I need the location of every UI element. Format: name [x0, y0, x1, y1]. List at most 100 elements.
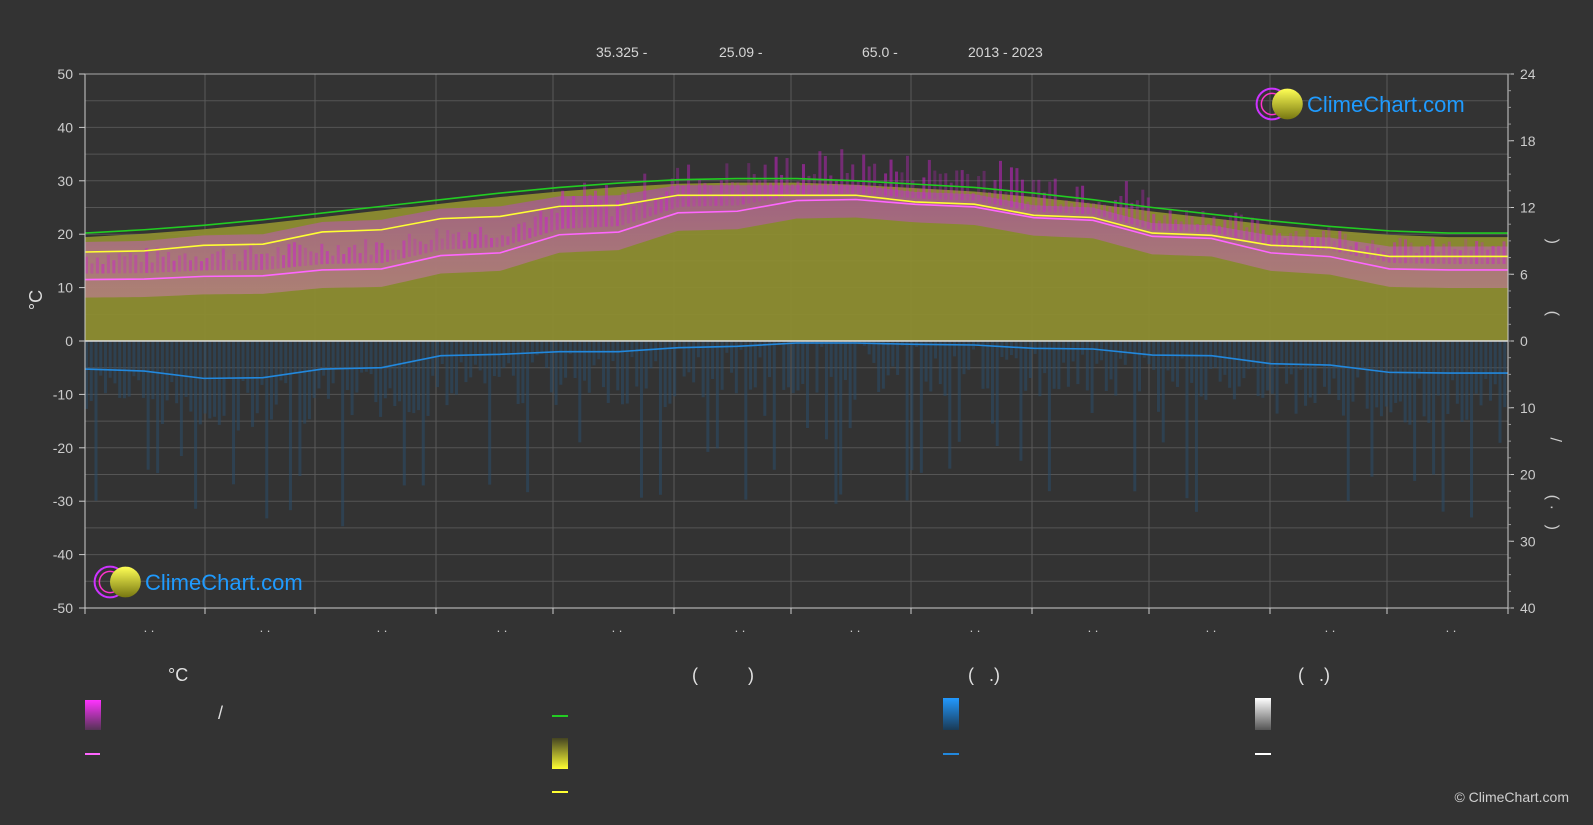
temperature-spike — [1119, 195, 1123, 222]
precipitation-bar — [981, 341, 985, 389]
precipitation-bar — [995, 341, 999, 447]
precipitation-bar — [1237, 341, 1241, 387]
precipitation-bar — [184, 341, 188, 397]
precipitation-bar — [791, 341, 795, 394]
month-label: . . — [735, 620, 746, 635]
temperature-spike — [676, 167, 680, 208]
temperature-spike — [626, 189, 630, 224]
temperature-spike — [1338, 230, 1342, 253]
temperature-spike — [823, 156, 827, 195]
precipitation-bar — [478, 341, 482, 371]
temperature-spike — [1102, 204, 1106, 218]
temperature-spike — [572, 196, 576, 229]
header-longitude: 25.09 - — [719, 44, 763, 60]
precipitation-bar — [625, 341, 629, 404]
precipitation-bar — [303, 341, 307, 424]
precipitation-bar — [227, 341, 231, 379]
precipitation-bar — [824, 341, 828, 440]
precipitation-bar — [1441, 341, 1445, 512]
temperature-spike — [429, 239, 433, 253]
temperature-spike — [440, 238, 444, 250]
temperature-spike — [112, 260, 116, 274]
month-label: . . — [1325, 620, 1336, 635]
temperature-spike — [473, 234, 477, 249]
chart-axes: 50 40 30 20 10 0 -10 -20 -30 -40 -50 °C 24 18 12 6 0 10 20… — [26, 66, 1566, 635]
precipitation-bar — [217, 341, 221, 425]
month-label: . . — [612, 620, 623, 635]
temperature-spike — [791, 184, 795, 196]
temperature-spike — [982, 170, 986, 203]
legend-temp-range-swatch — [85, 700, 101, 730]
temperature-spike — [960, 170, 964, 201]
temperature-spike — [287, 243, 291, 268]
precipitation-bar — [165, 341, 169, 401]
precipitation-bar — [464, 341, 468, 383]
temperature-spike — [391, 249, 395, 261]
precipitation-bar — [1000, 341, 1004, 358]
header-years: 2013 - 2023 — [968, 44, 1043, 60]
temperature-spike — [659, 195, 663, 213]
temperature-spike — [1414, 253, 1418, 264]
precipitation-bar — [246, 341, 250, 393]
temperature-spike — [1217, 225, 1221, 235]
temperature-spike — [1223, 219, 1227, 236]
temperature-spike — [303, 247, 307, 266]
temperature-spike — [500, 235, 504, 247]
precipitation-bar — [1370, 341, 1374, 477]
temperature-spike — [232, 254, 236, 271]
precipitation-bar — [1109, 341, 1113, 380]
temperature-spike — [714, 195, 718, 206]
precipitation-bar — [720, 341, 724, 390]
temperature-spike — [1190, 216, 1194, 232]
precipitation-bar — [1413, 341, 1417, 481]
precipitation-bar — [232, 341, 236, 485]
precipitation-bar — [763, 341, 767, 416]
precipitation-bar — [417, 341, 421, 411]
precipitation-bar — [1156, 341, 1160, 412]
precipitation-bar — [820, 341, 824, 347]
temperature-spike — [1321, 230, 1325, 251]
precipitation-bar — [345, 341, 349, 391]
precipitation-bar — [1090, 341, 1094, 413]
temperature-spike — [1272, 228, 1276, 248]
precipitation-bar — [1119, 341, 1123, 359]
temperature-spike — [670, 178, 674, 210]
legend-sunshine-swatch — [552, 738, 568, 769]
temperature-spike — [1316, 237, 1320, 250]
temperature-spike — [1157, 220, 1161, 231]
precipitation-bar — [943, 341, 947, 396]
left-tick-label: 40 — [57, 119, 73, 135]
series-line-daylight — [84, 177, 1508, 234]
temperature-spike — [687, 164, 691, 207]
precipitation-bar — [521, 341, 525, 404]
precipitation-bar — [526, 341, 530, 493]
temperature-spike — [1398, 237, 1402, 264]
temperature-spike — [183, 253, 187, 272]
temperature-spike — [1201, 211, 1205, 233]
temperature-spike — [780, 174, 784, 198]
precipitation-bar — [1266, 341, 1270, 391]
legend-rain-header: ( .) — [968, 665, 1000, 685]
temperature-spike — [555, 212, 559, 230]
precipitation-bar — [360, 341, 364, 373]
temperature-spike — [221, 248, 225, 271]
precipitation-bar — [782, 341, 786, 390]
precipitation-bar — [198, 341, 202, 425]
temperature-spike — [593, 190, 597, 228]
precipitation-bar — [393, 341, 397, 407]
temperature-spike — [884, 173, 888, 196]
precipitation-bar — [620, 341, 624, 405]
precipitation-bar — [1308, 341, 1312, 398]
precipitation-bar — [663, 341, 667, 408]
precipitation-bar — [1436, 341, 1440, 396]
precipitation-bar — [364, 341, 368, 372]
precipitation-bar — [1327, 341, 1331, 395]
precipitation-bar — [834, 341, 838, 504]
precipitation-bar — [948, 341, 952, 469]
precipitation-bar — [701, 341, 705, 398]
temperature-spike — [309, 251, 313, 266]
precipitation-bar — [801, 341, 805, 384]
temperature-spike — [1371, 240, 1375, 260]
precipitation-bar — [1446, 341, 1450, 414]
precipitation-bar — [497, 341, 501, 377]
